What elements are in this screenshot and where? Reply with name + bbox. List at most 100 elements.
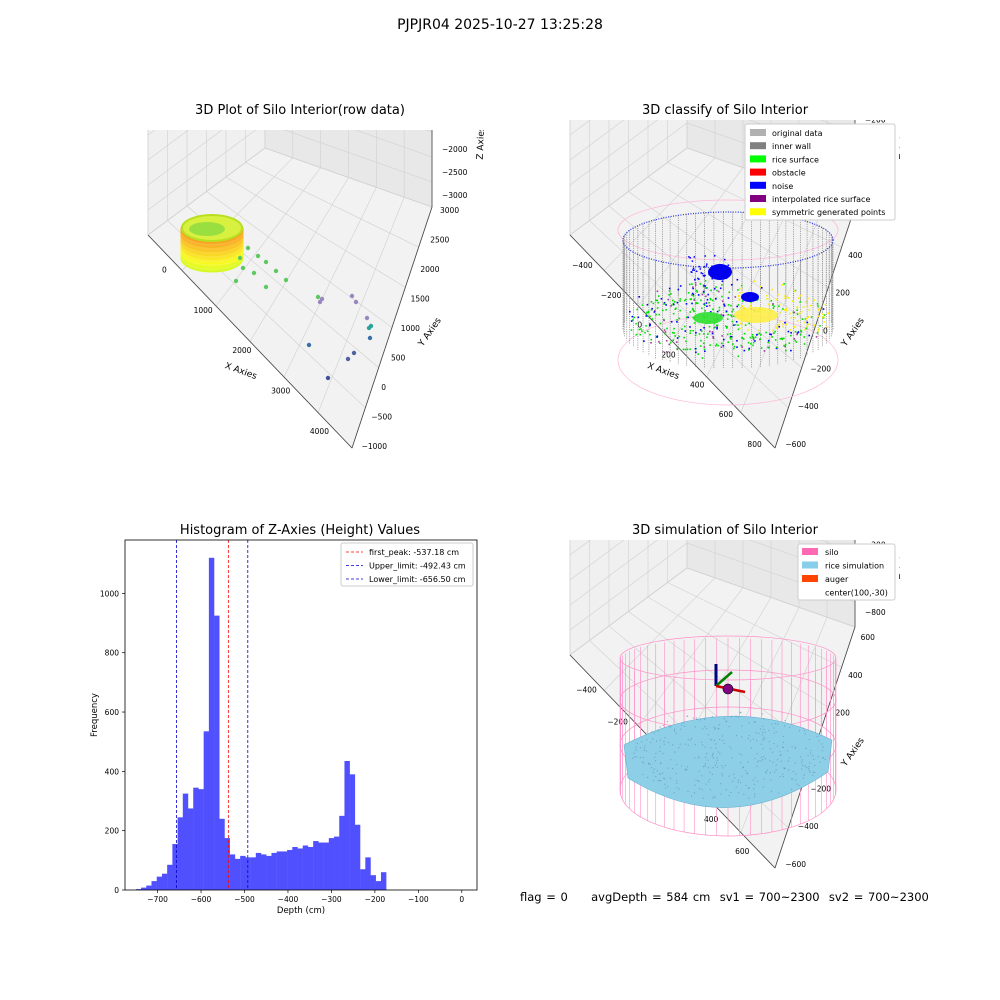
rice-simulation-point <box>695 717 697 719</box>
rice-surface-point <box>678 335 681 338</box>
rice-simulation-point <box>801 759 803 761</box>
rice-surface-point <box>803 343 806 345</box>
legend-entry: noise <box>772 182 793 191</box>
rice-surface-point <box>729 335 732 338</box>
rice-surface-point <box>729 336 732 339</box>
rice-surface-point <box>710 289 712 292</box>
histogram-bar <box>193 787 199 890</box>
rice-simulation-point <box>650 767 652 769</box>
rice-surface-point <box>721 280 724 283</box>
raw-data-3d-plot: 0 1000 2000 3000 4000 −1000 −500 0 500 1000 1500 20… <box>147 130 488 451</box>
noise-point <box>741 292 759 302</box>
rice-surface-point <box>735 320 738 323</box>
rice-simulation-point <box>769 748 771 750</box>
rice-simulation-point <box>762 731 764 733</box>
rice-surface-point <box>747 341 750 344</box>
rice-simulation-point <box>713 726 715 728</box>
rice-surface-point <box>806 325 808 328</box>
rice-surface-point <box>719 287 722 290</box>
rice-surface-point <box>631 319 634 321</box>
rice-simulation-point <box>707 759 709 761</box>
rice-simulation-point <box>741 775 743 777</box>
rice-simulation-point <box>674 728 676 730</box>
scatter-point <box>345 356 351 362</box>
histogram-bar <box>370 875 376 890</box>
histogram-bar <box>287 849 293 890</box>
rice-simulation-point <box>794 747 796 749</box>
rice-surface-point <box>691 292 694 295</box>
rice-simulation-point <box>763 718 765 720</box>
y-tick-label: −1000 <box>362 442 388 451</box>
x-tick-label: 0 <box>459 895 464 904</box>
legend-box <box>744 123 896 221</box>
grid-line <box>569 540 591 556</box>
rice-surface-point <box>712 308 714 311</box>
rice-surface-point <box>767 341 769 344</box>
rice-surface-point <box>741 300 744 302</box>
rice-surface-point <box>658 340 660 343</box>
rice-simulation-point <box>715 747 717 749</box>
rice-surface-point <box>700 339 702 342</box>
y-tick-label: 200 <box>836 289 851 298</box>
rice-surface-point <box>794 330 797 333</box>
rice-surface-point <box>796 332 799 334</box>
rice-simulation-point <box>714 796 716 798</box>
rice-simulation-point <box>769 772 771 774</box>
status-footer: flag = 0 avgDepth = 584 cm sv1 = 700~230… <box>520 890 929 904</box>
rice-simulation-point <box>728 795 730 797</box>
rice-surface-point <box>694 284 697 286</box>
rice-simulation-point <box>694 757 696 759</box>
rice-surface-point <box>782 325 785 328</box>
rice-simulation-point <box>663 777 665 779</box>
rice-surface-point <box>709 311 712 313</box>
legend-entry: Upper_limit: -492.43 cm <box>369 562 466 571</box>
rice-simulation-point <box>804 765 806 767</box>
rice-simulation-point <box>735 715 737 717</box>
rice-surface-point <box>804 328 806 331</box>
rice-surface-point <box>799 294 802 297</box>
rice-surface-point <box>690 298 692 300</box>
rice-simulation-point <box>670 759 672 761</box>
rice-surface-point <box>700 330 703 332</box>
rice-surface-point <box>713 322 716 325</box>
rice-surface-point <box>743 306 745 309</box>
scatter-point <box>283 277 289 283</box>
rice-simulation-point <box>742 766 745 768</box>
scatter-point <box>237 255 243 261</box>
rice-simulation-point <box>703 726 706 728</box>
rice-simulation-point <box>641 741 643 743</box>
z-tick-label: −200 <box>865 120 886 124</box>
rice-surface-point <box>740 324 743 326</box>
legend-swatch <box>802 575 818 582</box>
histogram-bar <box>354 824 361 890</box>
rice-surface-point <box>765 331 767 334</box>
rice-simulation-point <box>762 748 764 750</box>
rice-simulation-point <box>796 783 798 785</box>
rice-simulation-point <box>715 762 717 764</box>
rice-simulation-point <box>650 741 652 744</box>
rice-surface-point <box>695 331 697 334</box>
rice-simulation-point <box>813 758 815 760</box>
rice-surface-point <box>673 301 676 303</box>
rice-surface-point <box>647 311 650 314</box>
rice-simulation-point <box>759 728 762 730</box>
scatter-point <box>315 294 321 300</box>
histogram-bar <box>344 760 350 890</box>
rice-simulation-point <box>700 741 702 743</box>
rice-surface-point <box>781 338 784 341</box>
rice-simulation-point <box>753 788 755 790</box>
rice-simulation-point <box>676 782 678 784</box>
rice-surface-point <box>711 299 714 302</box>
rice-surface-point <box>772 303 774 305</box>
x-tick-label: −400 <box>576 685 597 694</box>
plot-frame <box>124 539 478 891</box>
rice-surface-point <box>649 315 651 318</box>
rice-simulation-point <box>661 772 664 774</box>
rice-surface-point <box>633 316 636 319</box>
rice-simulation-point <box>643 749 645 751</box>
rice-simulation-point <box>745 785 747 787</box>
rice-simulation-point <box>725 789 727 791</box>
rice-surface-point <box>670 293 672 295</box>
legend-entry: rice simulation <box>825 562 884 571</box>
rice-surface-point <box>787 297 790 299</box>
